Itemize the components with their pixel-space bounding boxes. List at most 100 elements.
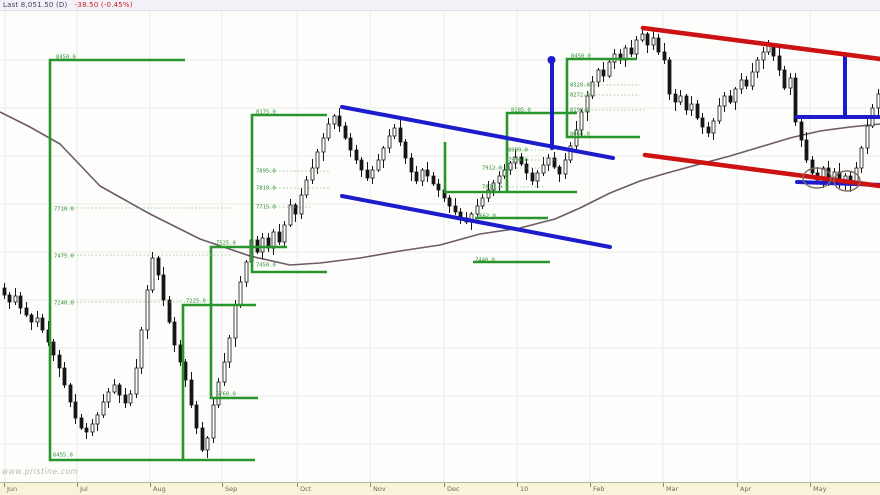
candle-body	[293, 204, 298, 215]
candle-body	[530, 172, 535, 182]
green-annotations[interactable]	[48, 57, 640, 462]
candle-body	[57, 354, 62, 369]
candle-body	[590, 81, 595, 97]
candle-body	[101, 401, 106, 416]
axis-tick	[150, 483, 151, 487]
candle-body	[453, 205, 458, 213]
blue-trendlines[interactable]	[340, 52, 880, 249]
price-level-label: 8272.0	[570, 93, 590, 99]
axis-tick	[663, 483, 664, 487]
candle-body	[491, 182, 496, 191]
candle-body	[84, 427, 89, 433]
candle-body	[139, 329, 144, 369]
candle-body	[744, 79, 749, 87]
candle-body	[519, 156, 524, 165]
moving-average-line-path[interactable]	[0, 111, 880, 266]
candle-body	[497, 175, 502, 184]
candle-body	[810, 159, 815, 174]
candle-body	[365, 169, 370, 179]
candle-body	[777, 55, 782, 71]
green-box-step-6[interactable]	[505, 111, 577, 194]
moving-average-line[interactable]	[0, 111, 880, 266]
candle-body	[865, 125, 870, 149]
chart-header-bar: Last 8,051.50 (D) -38.50 (-0.45%)	[0, 0, 880, 11]
candle-body	[73, 401, 78, 419]
candle-body	[271, 231, 276, 249]
candle-body	[706, 126, 711, 134]
candle-body	[640, 33, 645, 41]
candle-body	[568, 145, 573, 161]
reversal-circle-1[interactable]	[802, 167, 832, 189]
axis-tick	[4, 483, 5, 487]
price-level-label: 7225.0	[186, 299, 206, 305]
reversal-ellipses[interactable]	[802, 167, 861, 192]
axis-month-label: Sep	[225, 485, 238, 493]
price-level-label: 7912.0	[482, 166, 502, 172]
candle-body	[62, 367, 67, 386]
candle-body	[695, 103, 700, 119]
candle-body	[95, 414, 100, 425]
candle-body	[392, 127, 397, 137]
green-box-step-2[interactable]	[181, 303, 256, 460]
candle-body	[431, 175, 436, 185]
candle-body	[607, 61, 612, 77]
price-level-label: 7950.0	[508, 158, 528, 164]
green-box-step-4[interactable]	[250, 113, 327, 274]
candle-body	[359, 159, 364, 171]
candle-body	[656, 37, 661, 53]
price-level-label: 7818.0	[482, 185, 502, 191]
candle-body	[24, 307, 29, 316]
green-box-step-5[interactable]	[443, 142, 507, 194]
candle-body	[194, 404, 199, 429]
candle-body	[513, 156, 518, 164]
candle-body	[35, 317, 40, 323]
candle-body	[321, 137, 326, 153]
candle-body	[717, 105, 722, 122]
candle-body	[348, 137, 353, 151]
blue-channel-lower[interactable]	[340, 194, 612, 249]
axis-tick	[444, 483, 445, 487]
green-box-step-1[interactable]	[48, 58, 255, 462]
price-change-text: -38.50 (-0.45%)	[74, 1, 133, 9]
price-level-label: 7662.0	[476, 214, 496, 220]
candle-body	[244, 261, 249, 283]
candle-body	[222, 361, 227, 383]
red-channel-lower[interactable]	[642, 152, 880, 189]
red-channel-upper[interactable]	[640, 25, 880, 62]
candle-body	[51, 341, 56, 356]
candle-body	[79, 417, 84, 429]
axis-month-label: Jun	[7, 485, 18, 493]
axis-tick	[810, 483, 811, 487]
candle-body	[645, 33, 650, 46]
green-box-step-3[interactable]	[209, 245, 287, 400]
candle-body	[651, 37, 656, 46]
time-axis: Jun Jul Aug Sep Oct Nov Dec 10 Feb Mar Apr May	[0, 482, 880, 495]
red-trendlines[interactable]	[640, 25, 880, 189]
candle-body	[475, 205, 480, 215]
axis-tick	[77, 483, 78, 487]
axis-month-label: 10	[520, 485, 529, 493]
candle-body	[711, 120, 716, 134]
candle-body	[134, 367, 139, 395]
blue-channel-upper[interactable]	[340, 105, 615, 160]
axis-month-label: Feb	[593, 485, 605, 493]
candle-body	[447, 197, 452, 207]
price-level-label: 8068.0	[570, 132, 590, 138]
candle-body	[189, 379, 194, 406]
candle-body	[766, 45, 771, 53]
candle-body	[387, 135, 392, 149]
price-level-label: 7450.0	[256, 263, 276, 269]
green-box-step-7[interactable]	[565, 57, 640, 139]
candle-body	[535, 172, 540, 182]
price-level-label: 7710.0	[54, 207, 74, 213]
candle-body	[128, 393, 133, 404]
reversal-circle-2[interactable]	[833, 170, 861, 192]
candle-body	[403, 141, 408, 159]
price-level-label: 7810.0	[256, 186, 276, 192]
candle-body	[722, 95, 727, 107]
candle-body	[436, 183, 441, 191]
candle-body	[332, 115, 337, 125]
blue-line-handle[interactable]	[547, 56, 556, 64]
